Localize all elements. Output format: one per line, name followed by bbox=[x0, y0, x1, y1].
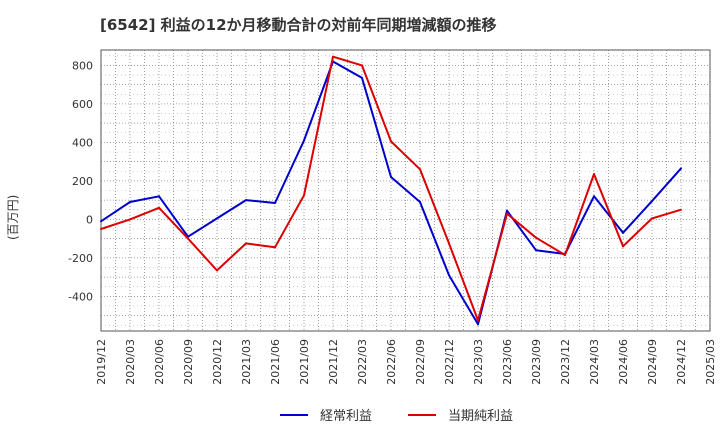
data-point bbox=[506, 212, 508, 215]
x-tick-label: 2022/09 bbox=[414, 339, 427, 385]
x-tick-label: 2025/03 bbox=[704, 339, 717, 385]
data-point bbox=[622, 245, 624, 248]
data-point bbox=[216, 269, 218, 272]
data-point bbox=[477, 323, 479, 326]
x-tick-label: 2021/12 bbox=[327, 339, 340, 385]
data-point bbox=[303, 194, 305, 197]
data-point bbox=[680, 167, 682, 170]
data-point bbox=[390, 140, 392, 143]
data-point bbox=[535, 249, 537, 252]
legend-label-1: 経常利益 bbox=[320, 409, 372, 424]
x-tick-label: 2021/03 bbox=[240, 339, 253, 385]
data-point bbox=[245, 242, 247, 245]
data-point bbox=[448, 274, 450, 277]
x-tick-label: 2024/06 bbox=[617, 339, 630, 385]
x-tick-label: 2022/12 bbox=[443, 339, 456, 385]
x-tick-label: 2023/12 bbox=[559, 339, 572, 385]
data-point bbox=[216, 217, 218, 220]
data-point bbox=[187, 237, 189, 240]
y-tick-label: 800 bbox=[72, 59, 93, 72]
plot-border bbox=[100, 49, 711, 332]
data-point bbox=[390, 176, 392, 179]
data-point bbox=[593, 173, 595, 176]
x-tick-label: 2022/03 bbox=[356, 339, 369, 385]
x-tick-label: 2020/09 bbox=[182, 339, 195, 385]
y-tick-label: 600 bbox=[72, 98, 93, 111]
data-point bbox=[361, 76, 363, 79]
data-point bbox=[419, 168, 421, 171]
data-point bbox=[361, 64, 363, 67]
x-tick-label: 2019/12 bbox=[95, 339, 108, 385]
x-tick-label: 2023/06 bbox=[501, 339, 514, 385]
data-point bbox=[100, 227, 102, 230]
y-tick-label: 0 bbox=[86, 213, 93, 226]
data-point bbox=[303, 139, 305, 142]
data-point bbox=[274, 246, 276, 249]
x-tick-label: 2020/06 bbox=[153, 339, 166, 385]
data-point bbox=[245, 199, 247, 202]
x-tick-label: 2020/12 bbox=[211, 339, 224, 385]
chart-title: [6542] 利益の12か月移動合計の対前年同期増減額の推移 bbox=[100, 16, 497, 34]
data-point bbox=[506, 209, 508, 212]
legend-label-2: 当期純利益 bbox=[448, 409, 513, 424]
x-tick-label: 2023/09 bbox=[530, 339, 543, 385]
data-point bbox=[274, 202, 276, 205]
data-point bbox=[622, 231, 624, 234]
data-point bbox=[651, 200, 653, 203]
x-tick-label: 2022/06 bbox=[385, 339, 398, 385]
y-tick-label: -200 bbox=[68, 252, 93, 265]
y-tick-label: -400 bbox=[68, 290, 93, 303]
data-point bbox=[477, 319, 479, 322]
data-point bbox=[129, 218, 131, 221]
data-point bbox=[158, 195, 160, 198]
x-tick-label: 2021/06 bbox=[269, 339, 282, 385]
data-point bbox=[100, 220, 102, 223]
data-point bbox=[129, 201, 131, 204]
x-tick-label: 2024/12 bbox=[675, 339, 688, 385]
x-tick-label: 2024/09 bbox=[646, 339, 659, 385]
y-tick-label: 200 bbox=[72, 175, 93, 188]
x-tick-label: 2023/03 bbox=[472, 339, 485, 385]
data-point bbox=[419, 201, 421, 204]
data-point bbox=[158, 206, 160, 209]
data-point bbox=[332, 55, 334, 58]
data-point bbox=[680, 208, 682, 211]
data-point bbox=[651, 217, 653, 220]
y-tick-label: 400 bbox=[72, 136, 93, 149]
data-point bbox=[448, 242, 450, 245]
data-point bbox=[593, 195, 595, 198]
x-tick-label: 2024/03 bbox=[588, 339, 601, 385]
x-tick-label: 2021/09 bbox=[298, 339, 311, 385]
data-point bbox=[535, 236, 537, 239]
x-tick-label: 2020/03 bbox=[124, 339, 137, 385]
data-point bbox=[564, 253, 566, 256]
